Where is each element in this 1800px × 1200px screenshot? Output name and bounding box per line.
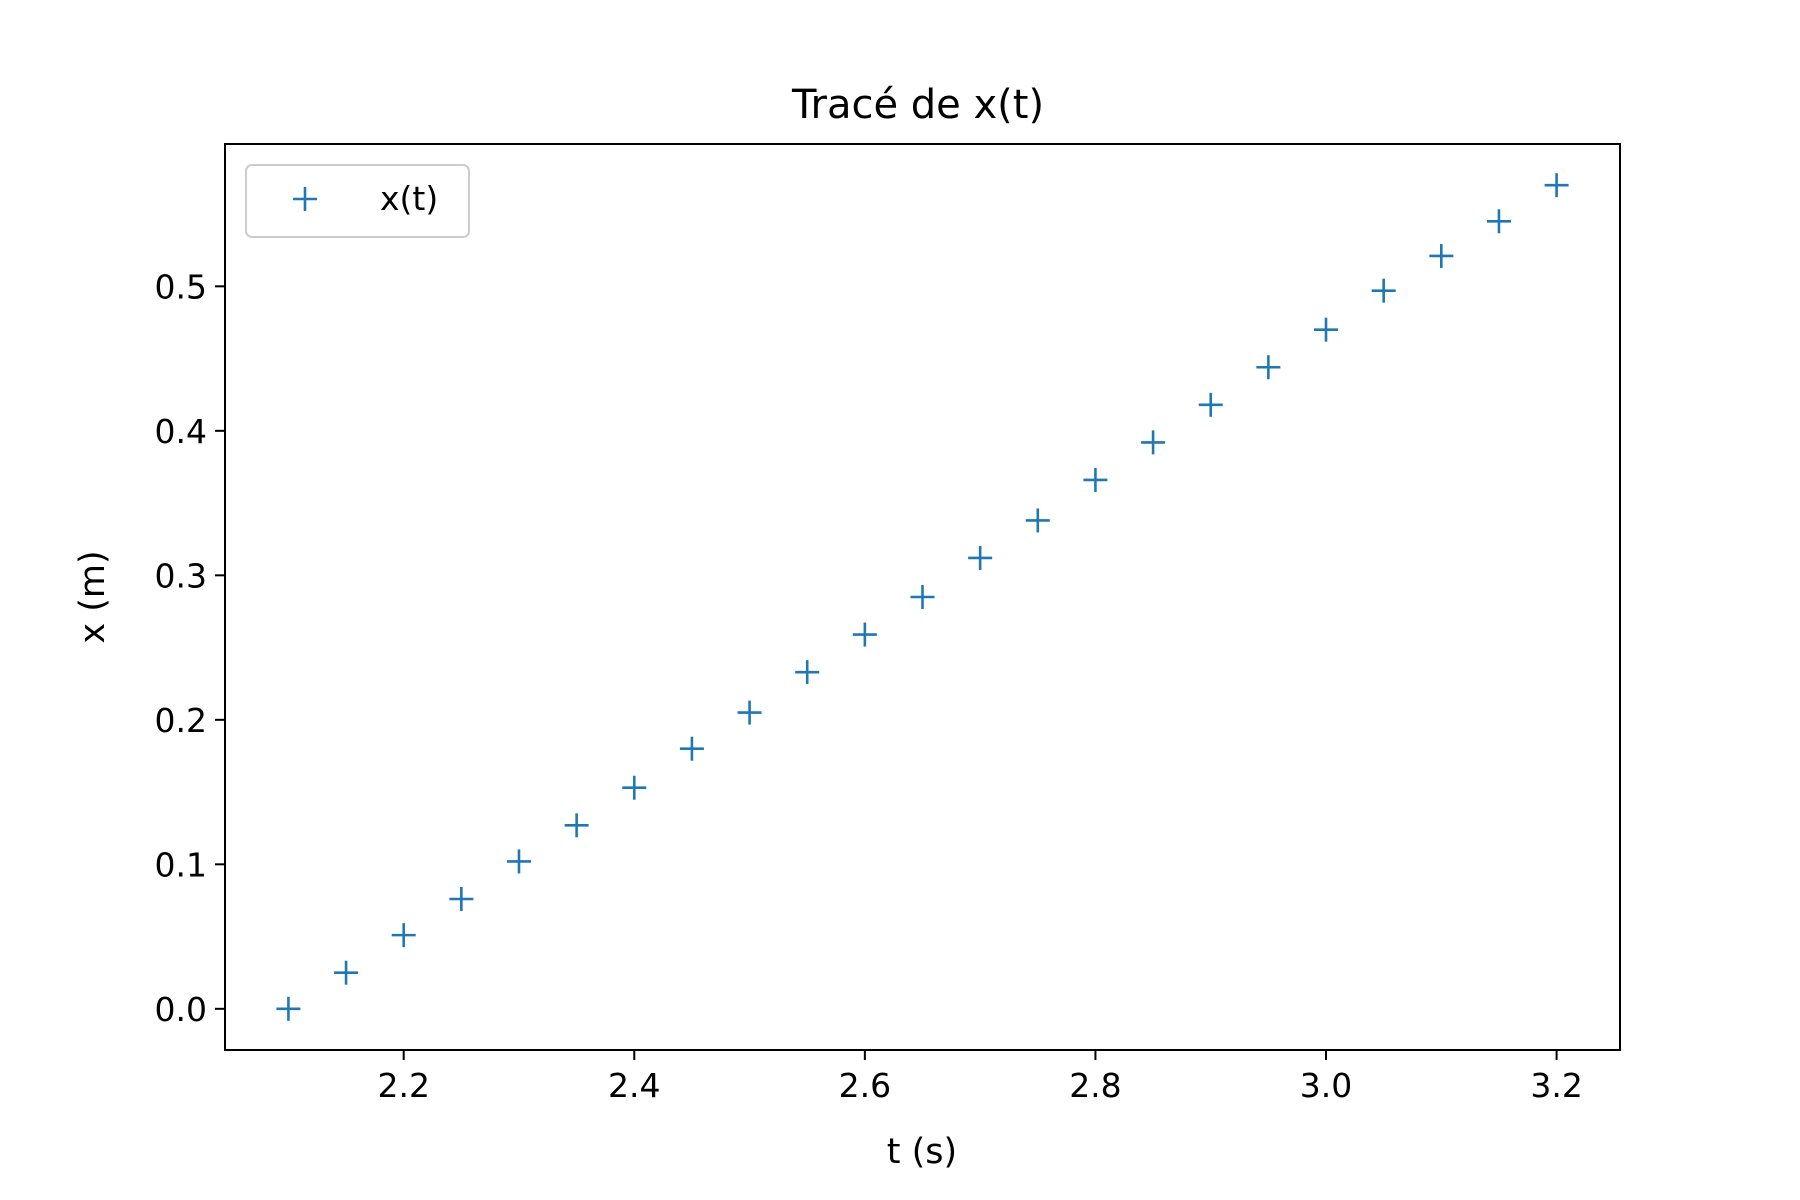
y-tick-label: 0.5 — [155, 267, 207, 306]
data-point — [1025, 508, 1050, 533]
legend: x(t) — [245, 164, 470, 238]
x-tick-label: 2.4 — [608, 1066, 660, 1105]
legend-label-x-t: x(t) — [380, 179, 438, 218]
data-point — [1429, 243, 1454, 268]
x-tick-label: 3.2 — [1530, 1066, 1582, 1105]
chart-title: Tracé de x(t) — [791, 82, 1044, 128]
x-tick-label: 2.2 — [377, 1066, 429, 1105]
data-points — [276, 173, 1569, 1021]
x-axis-label: t (s) — [887, 1132, 957, 1172]
data-point — [506, 849, 531, 874]
y-tick-label: 0.3 — [155, 556, 207, 595]
legend-marker-x-t — [293, 187, 317, 211]
data-point — [679, 736, 704, 761]
data-point — [276, 996, 301, 1021]
y-tick-label: 0.2 — [155, 701, 207, 740]
data-point — [564, 813, 589, 838]
data-point — [1544, 173, 1569, 198]
x-axis-ticks: 2.2 2.4 2.6 2.8 3.0 3.2 — [377, 1050, 1583, 1105]
data-point — [852, 622, 877, 647]
data-point — [1486, 209, 1511, 234]
y-tick-label: 0.0 — [155, 990, 207, 1029]
x-tick-label: 3.0 — [1300, 1066, 1352, 1105]
data-point — [1141, 430, 1166, 455]
x-tick-label: 2.6 — [839, 1066, 891, 1105]
data-point — [1256, 355, 1281, 380]
data-point — [1198, 392, 1223, 417]
y-tick-label: 0.1 — [155, 845, 207, 884]
data-point — [622, 775, 647, 800]
data-point — [795, 660, 820, 685]
y-tick-label: 0.4 — [155, 412, 207, 451]
legend-box — [245, 164, 470, 238]
data-point — [334, 960, 359, 985]
data-point — [1083, 467, 1108, 492]
plot-frame — [224, 143, 1621, 1051]
y-axis-ticks: 0.0 0.1 0.2 0.3 0.4 0.5 — [155, 267, 225, 1029]
data-point — [391, 923, 416, 948]
data-point — [737, 700, 762, 725]
data-point — [1371, 278, 1396, 303]
legend-marker-plus — [293, 187, 317, 211]
data-point — [910, 585, 935, 609]
data-point — [968, 545, 993, 570]
data-point — [1314, 317, 1339, 342]
data-point — [449, 887, 474, 911]
x-tick-label: 2.8 — [1069, 1066, 1121, 1105]
y-axis-label: x (m) — [73, 550, 113, 643]
